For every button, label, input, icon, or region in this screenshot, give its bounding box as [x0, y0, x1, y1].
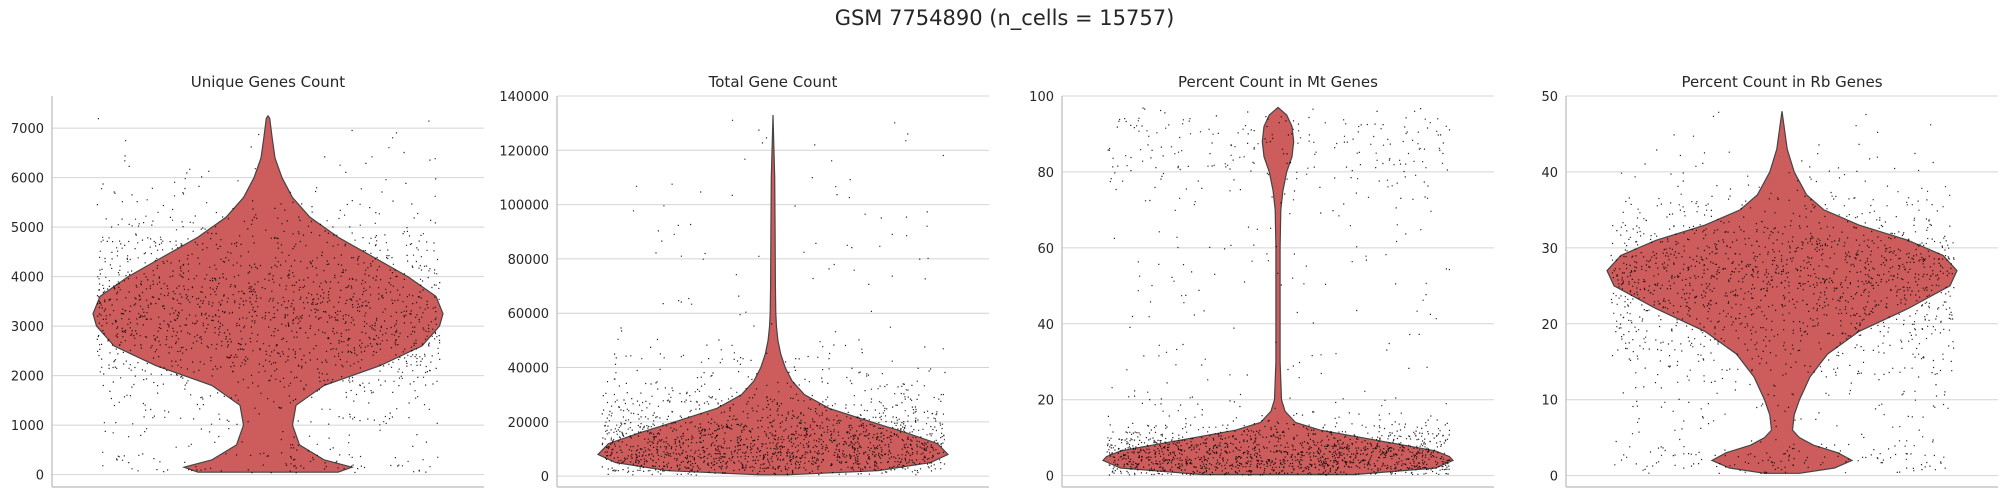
y-tick-label: 20: [1037, 394, 1054, 409]
y-tick-label: 80000: [508, 253, 549, 268]
y-tick-label: 40: [1541, 166, 1558, 181]
y-tick-label: 5000: [11, 221, 44, 236]
figure-title: GSM 7754890 (n_cells = 15757): [834, 6, 1175, 30]
y-tick-label: 1000: [11, 419, 44, 434]
y-tick-label: 4000: [11, 271, 44, 286]
y-tick-label: 3000: [11, 320, 44, 335]
panel-title: Total Gene Count: [708, 73, 838, 91]
panel-title: Percent Count in Rb Genes: [1681, 73, 1882, 91]
panel-rb-percent: Percent Count in Rb Genes 0 10 20 30 40 50: [1541, 73, 1998, 488]
y-tick-label: 2000: [11, 370, 44, 385]
y-tick-label: 140000: [499, 90, 549, 105]
y-tick-label: 10: [1541, 394, 1558, 409]
panel-title: Unique Genes Count: [191, 73, 346, 91]
violin-body: [1101, 106, 1455, 476]
jitter-points: [1610, 111, 1955, 474]
y-tick-label: 40: [1037, 318, 1054, 333]
y-tick-label: 0: [36, 469, 44, 484]
y-tick-label: 60000: [508, 307, 549, 322]
y-tick-label: 80: [1037, 166, 1054, 181]
violin-body: [1606, 111, 1958, 474]
y-tick-label: 7000: [11, 122, 44, 137]
y-tick-label: 0: [541, 470, 549, 485]
y-tick-label: 0: [1550, 470, 1558, 485]
panel-total-gene-count: Total Gene Count 0 20000 40000 60000 80000 10…: [499, 73, 989, 488]
panel-title: Percent Count in Mt Genes: [1178, 73, 1378, 91]
y-tick-label: 20: [1541, 318, 1558, 333]
y-tick-label: 120000: [499, 144, 549, 159]
y-tick-label: 40000: [508, 362, 549, 377]
y-tick-label: 50: [1541, 90, 1558, 105]
violin-body: [596, 114, 950, 476]
y-tick-label: 100000: [499, 199, 549, 214]
violin-body: [92, 114, 444, 473]
panel-unique-genes: Unique Genes Count 0 1000 2000 3000 4000 5000…: [11, 73, 484, 488]
y-tick-label: 20000: [508, 416, 549, 431]
y-tick-label: 0: [1046, 470, 1054, 485]
y-tick-label: 30: [1541, 242, 1558, 257]
y-tick-label: 60: [1037, 242, 1054, 257]
y-tick-label: 100: [1029, 90, 1054, 105]
panel-mt-percent: Percent Count in Mt Genes 0 20 40 60 80 100: [1029, 73, 1494, 488]
jitter-points: [601, 119, 946, 476]
y-tick-label: 6000: [11, 172, 44, 187]
